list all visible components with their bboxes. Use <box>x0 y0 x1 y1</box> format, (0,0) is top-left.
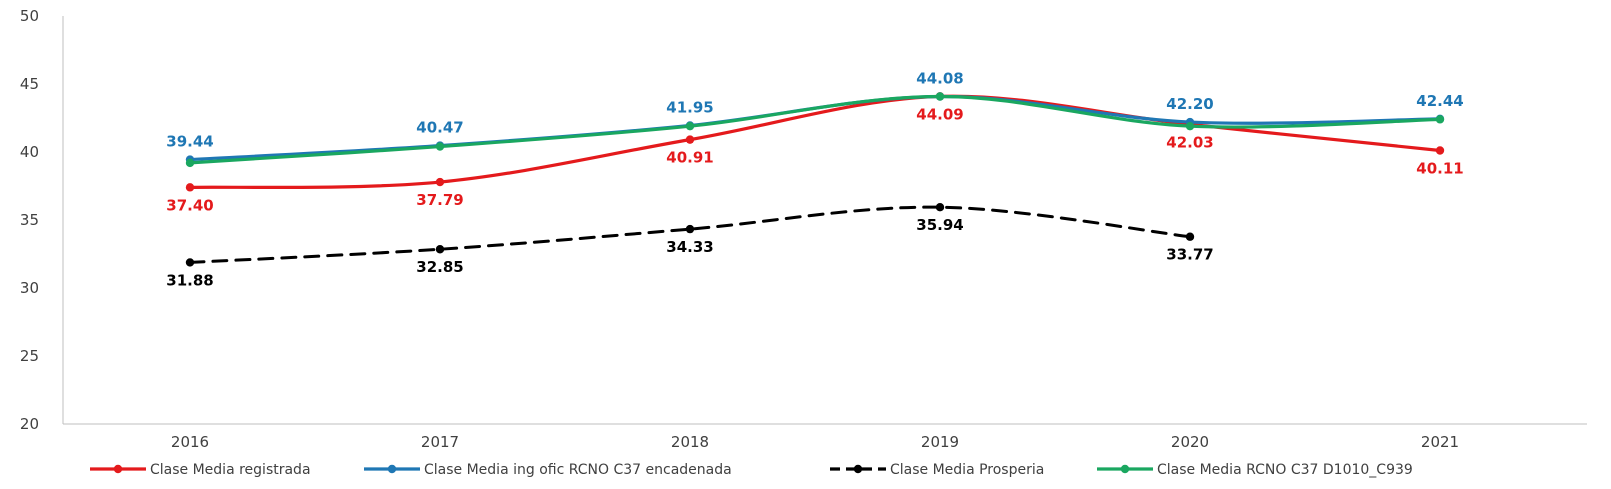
data-label: 44.08 <box>916 70 963 88</box>
data-point <box>1185 232 1195 241</box>
y-tick-label: 35 <box>20 211 39 229</box>
y-tick-label: 45 <box>20 75 39 93</box>
data-point <box>935 92 945 101</box>
data-label: 42.20 <box>1166 95 1213 113</box>
series-line <box>188 94 1442 165</box>
data-label: 40.11 <box>1416 160 1463 178</box>
data-point <box>685 135 695 144</box>
x-tick-label: 2019 <box>921 433 959 451</box>
data-point <box>435 142 445 151</box>
x-tick-label: 2017 <box>421 433 459 451</box>
x-tick-label: 2021 <box>1421 433 1459 451</box>
legend-swatch-marker <box>113 464 123 474</box>
data-label: 42.44 <box>1416 92 1463 110</box>
legend-label: Clase Media ing ofic RCNO C37 encadenada <box>424 462 732 478</box>
data-point <box>435 177 445 187</box>
data-label: 39.44 <box>166 133 213 151</box>
data-point <box>1185 121 1195 131</box>
series-layer <box>185 92 1445 267</box>
x-tick-label: 2020 <box>1171 433 1209 451</box>
legend-swatch-marker <box>853 464 863 474</box>
data-label: 40.47 <box>416 119 463 137</box>
y-tick-label: 30 <box>20 279 39 297</box>
legend-label: Clase Media RCNO C37 D1010_C939 <box>1157 462 1413 478</box>
data-point <box>1435 146 1445 155</box>
y-tick-label: 25 <box>20 347 39 365</box>
data-point <box>685 121 695 131</box>
legend-label: Clase Media Prosperia <box>890 462 1044 478</box>
data-label: 44.09 <box>916 105 963 123</box>
x-tick-label: 2018 <box>671 433 709 451</box>
data-label: 40.91 <box>666 149 713 167</box>
x-tick-label: 2016 <box>171 433 209 451</box>
legend-swatch-marker <box>387 464 397 474</box>
data-point <box>185 158 195 168</box>
data-point <box>935 203 945 212</box>
data-label: 42.03 <box>1166 133 1213 151</box>
axes: 20 25 30 35 40 45 50 2016 2017 2018 2019 2020 2021 <box>20 7 1587 451</box>
data-label: 37.79 <box>416 191 463 209</box>
data-point <box>1435 115 1445 124</box>
data-labels: 37.40 37.79 40.91 44.09 42.03 40.11 39.44 40.47… <box>166 70 1463 290</box>
data-label: 35.94 <box>916 216 963 234</box>
y-tick-label: 20 <box>20 415 39 433</box>
data-point <box>435 245 445 254</box>
data-label: 31.88 <box>166 271 213 289</box>
legend-swatch-marker <box>1120 464 1130 474</box>
y-tick-label: 50 <box>20 7 39 25</box>
data-label: 34.33 <box>666 238 713 256</box>
legend: Clase Media registrada Clase Media ing of… <box>90 462 1413 478</box>
data-label: 37.40 <box>166 196 213 214</box>
legend-label: Clase Media registrada <box>150 462 311 478</box>
data-label: 32.85 <box>416 258 463 276</box>
data-point <box>685 224 695 234</box>
y-tick-label: 40 <box>20 143 39 161</box>
series-line <box>188 205 1192 264</box>
data-label: 33.77 <box>1166 246 1213 264</box>
data-label: 41.95 <box>666 98 713 116</box>
data-point <box>185 258 195 267</box>
data-point <box>185 183 195 192</box>
